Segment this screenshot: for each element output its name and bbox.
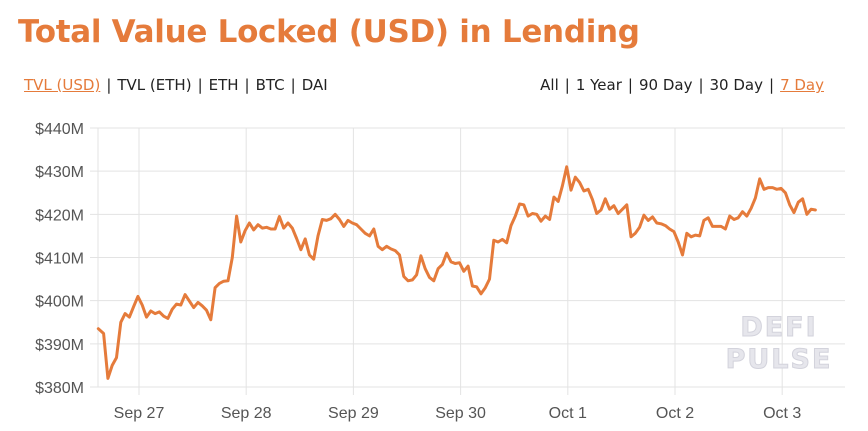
watermark-line2: PULSE <box>726 344 833 375</box>
metric-tabs: TVL (USD) | TVL (ETH) | ETH | BTC | DAI <box>24 76 328 94</box>
watermark-line1: DEFI <box>740 312 817 343</box>
y-axis: $440M $430M $420M $410M $400M $390M $380M <box>35 121 84 397</box>
range-7-day[interactable]: 7 Day <box>780 76 824 94</box>
separator: | <box>769 76 775 94</box>
x-tick-label: Oct 1 <box>549 405 587 422</box>
separator: | <box>290 76 296 94</box>
y-tick-label: $390M <box>35 337 84 354</box>
separator: | <box>244 76 250 94</box>
tab-tvl-usd[interactable]: TVL (USD) <box>24 76 101 94</box>
tvl-line-chart[interactable]: $440M $430M $420M $410M $400M $390M $380M Sep … <box>0 110 868 431</box>
y-tick-label: $430M <box>35 164 84 181</box>
y-tick-label: $420M <box>35 207 84 224</box>
separator: | <box>197 76 203 94</box>
y-tick-label: $410M <box>35 251 84 268</box>
x-tick-label: Oct 3 <box>763 405 801 422</box>
x-tick-label: Sep 28 <box>221 405 272 422</box>
range-all[interactable]: All <box>540 76 559 94</box>
separator: | <box>564 76 570 94</box>
separator: | <box>627 76 633 94</box>
y-tick-label: $400M <box>35 294 84 311</box>
x-tick-label: Sep 29 <box>328 405 379 422</box>
x-tick-label: Oct 2 <box>656 405 694 422</box>
y-tick-label: $440M <box>35 121 84 138</box>
range-tabs: All | 1 Year | 90 Day | 30 Day | 7 Day <box>540 76 824 94</box>
range-30-day[interactable]: 30 Day <box>709 76 763 94</box>
defi-pulse-watermark: DEFI PULSE <box>725 312 833 376</box>
range-1-year[interactable]: 1 Year <box>575 76 622 94</box>
separator: | <box>698 76 704 94</box>
separator: | <box>106 76 112 94</box>
tab-btc[interactable]: BTC <box>255 76 285 94</box>
y-tick-label: $380M <box>35 380 84 397</box>
x-tick-label: Sep 30 <box>435 405 486 422</box>
x-tick-label: Sep 27 <box>114 405 165 422</box>
tab-dai[interactable]: DAI <box>301 76 328 94</box>
page-title: Total Value Locked (USD) in Lending <box>18 14 640 50</box>
tab-tvl-eth[interactable]: TVL (ETH) <box>117 76 192 94</box>
chart-grid <box>90 127 845 395</box>
range-90-day[interactable]: 90 Day <box>638 76 693 94</box>
tab-eth[interactable]: ETH <box>208 76 239 94</box>
tvl-series-line <box>96 165 817 380</box>
x-axis: Sep 27 Sep 28 Sep 29 Sep 30 Oct 1 Oct 2 Oct 3 <box>114 405 802 422</box>
